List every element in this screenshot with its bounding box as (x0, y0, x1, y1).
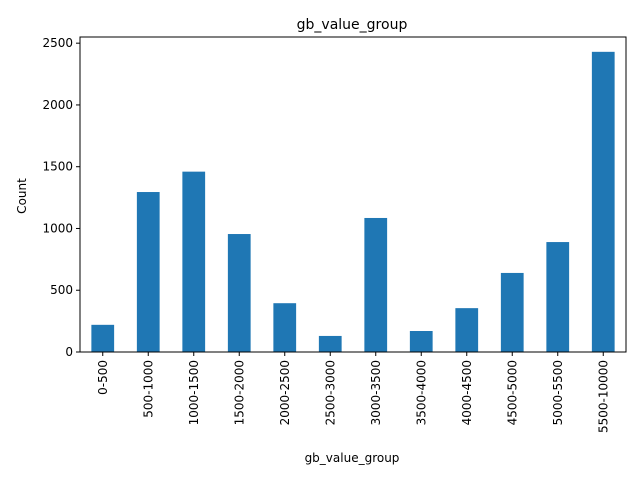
chart-title: gb_value_group (297, 17, 408, 33)
x-tick-label: 4500-5000 (505, 360, 519, 425)
x-tick-label: 2500-3000 (323, 360, 337, 425)
bar-4000-4500 (455, 308, 479, 352)
x-tick-label: 5500-10000 (596, 360, 610, 433)
x-axis-title: gb_value_group (305, 451, 400, 465)
bar-0-500 (91, 324, 115, 352)
x-tick-label: 3500-4000 (414, 360, 428, 425)
x-tick-label: 4000-4500 (460, 360, 474, 425)
x-tick-label: 0-500 (96, 360, 110, 395)
bar-2500-3000 (318, 335, 342, 352)
y-axis: 0 500 1000 1500 2000 2500 (42, 36, 80, 359)
bar-3000-3500 (364, 217, 388, 352)
x-tick-label: 3000-3500 (369, 360, 383, 425)
bar-2000-2500 (273, 303, 297, 352)
plot-frame (79, 36, 627, 353)
bar-500-1000 (136, 192, 160, 352)
x-axis: 0-500 500-1000 1000-1500 1500-2000 2000-2500… (96, 352, 610, 433)
x-tick-label: 5000-5500 (551, 360, 565, 425)
bar-3500-4000 (409, 331, 433, 352)
y-tick-label: 1500 (42, 160, 73, 174)
x-tick-label: 1000-1500 (187, 360, 201, 425)
y-axis-title: Count (15, 178, 29, 214)
x-tick-label: 1500-2000 (232, 360, 246, 425)
bars-group (91, 51, 615, 353)
y-tick-label: 500 (50, 283, 73, 297)
y-tick-label: 2500 (42, 36, 73, 50)
y-tick-label: 2000 (42, 98, 73, 112)
bar-1500-2000 (227, 234, 251, 352)
bar-5500-10000 (591, 51, 615, 353)
x-tick-label: 2000-2500 (278, 360, 292, 425)
bar-1000-1500 (182, 171, 206, 352)
bar-5000-5500 (546, 242, 570, 352)
bar-4500-5000 (500, 272, 524, 352)
y-tick-label: 1000 (42, 221, 73, 235)
x-tick-label: 500-1000 (141, 360, 155, 418)
y-tick-label: 0 (65, 345, 73, 359)
